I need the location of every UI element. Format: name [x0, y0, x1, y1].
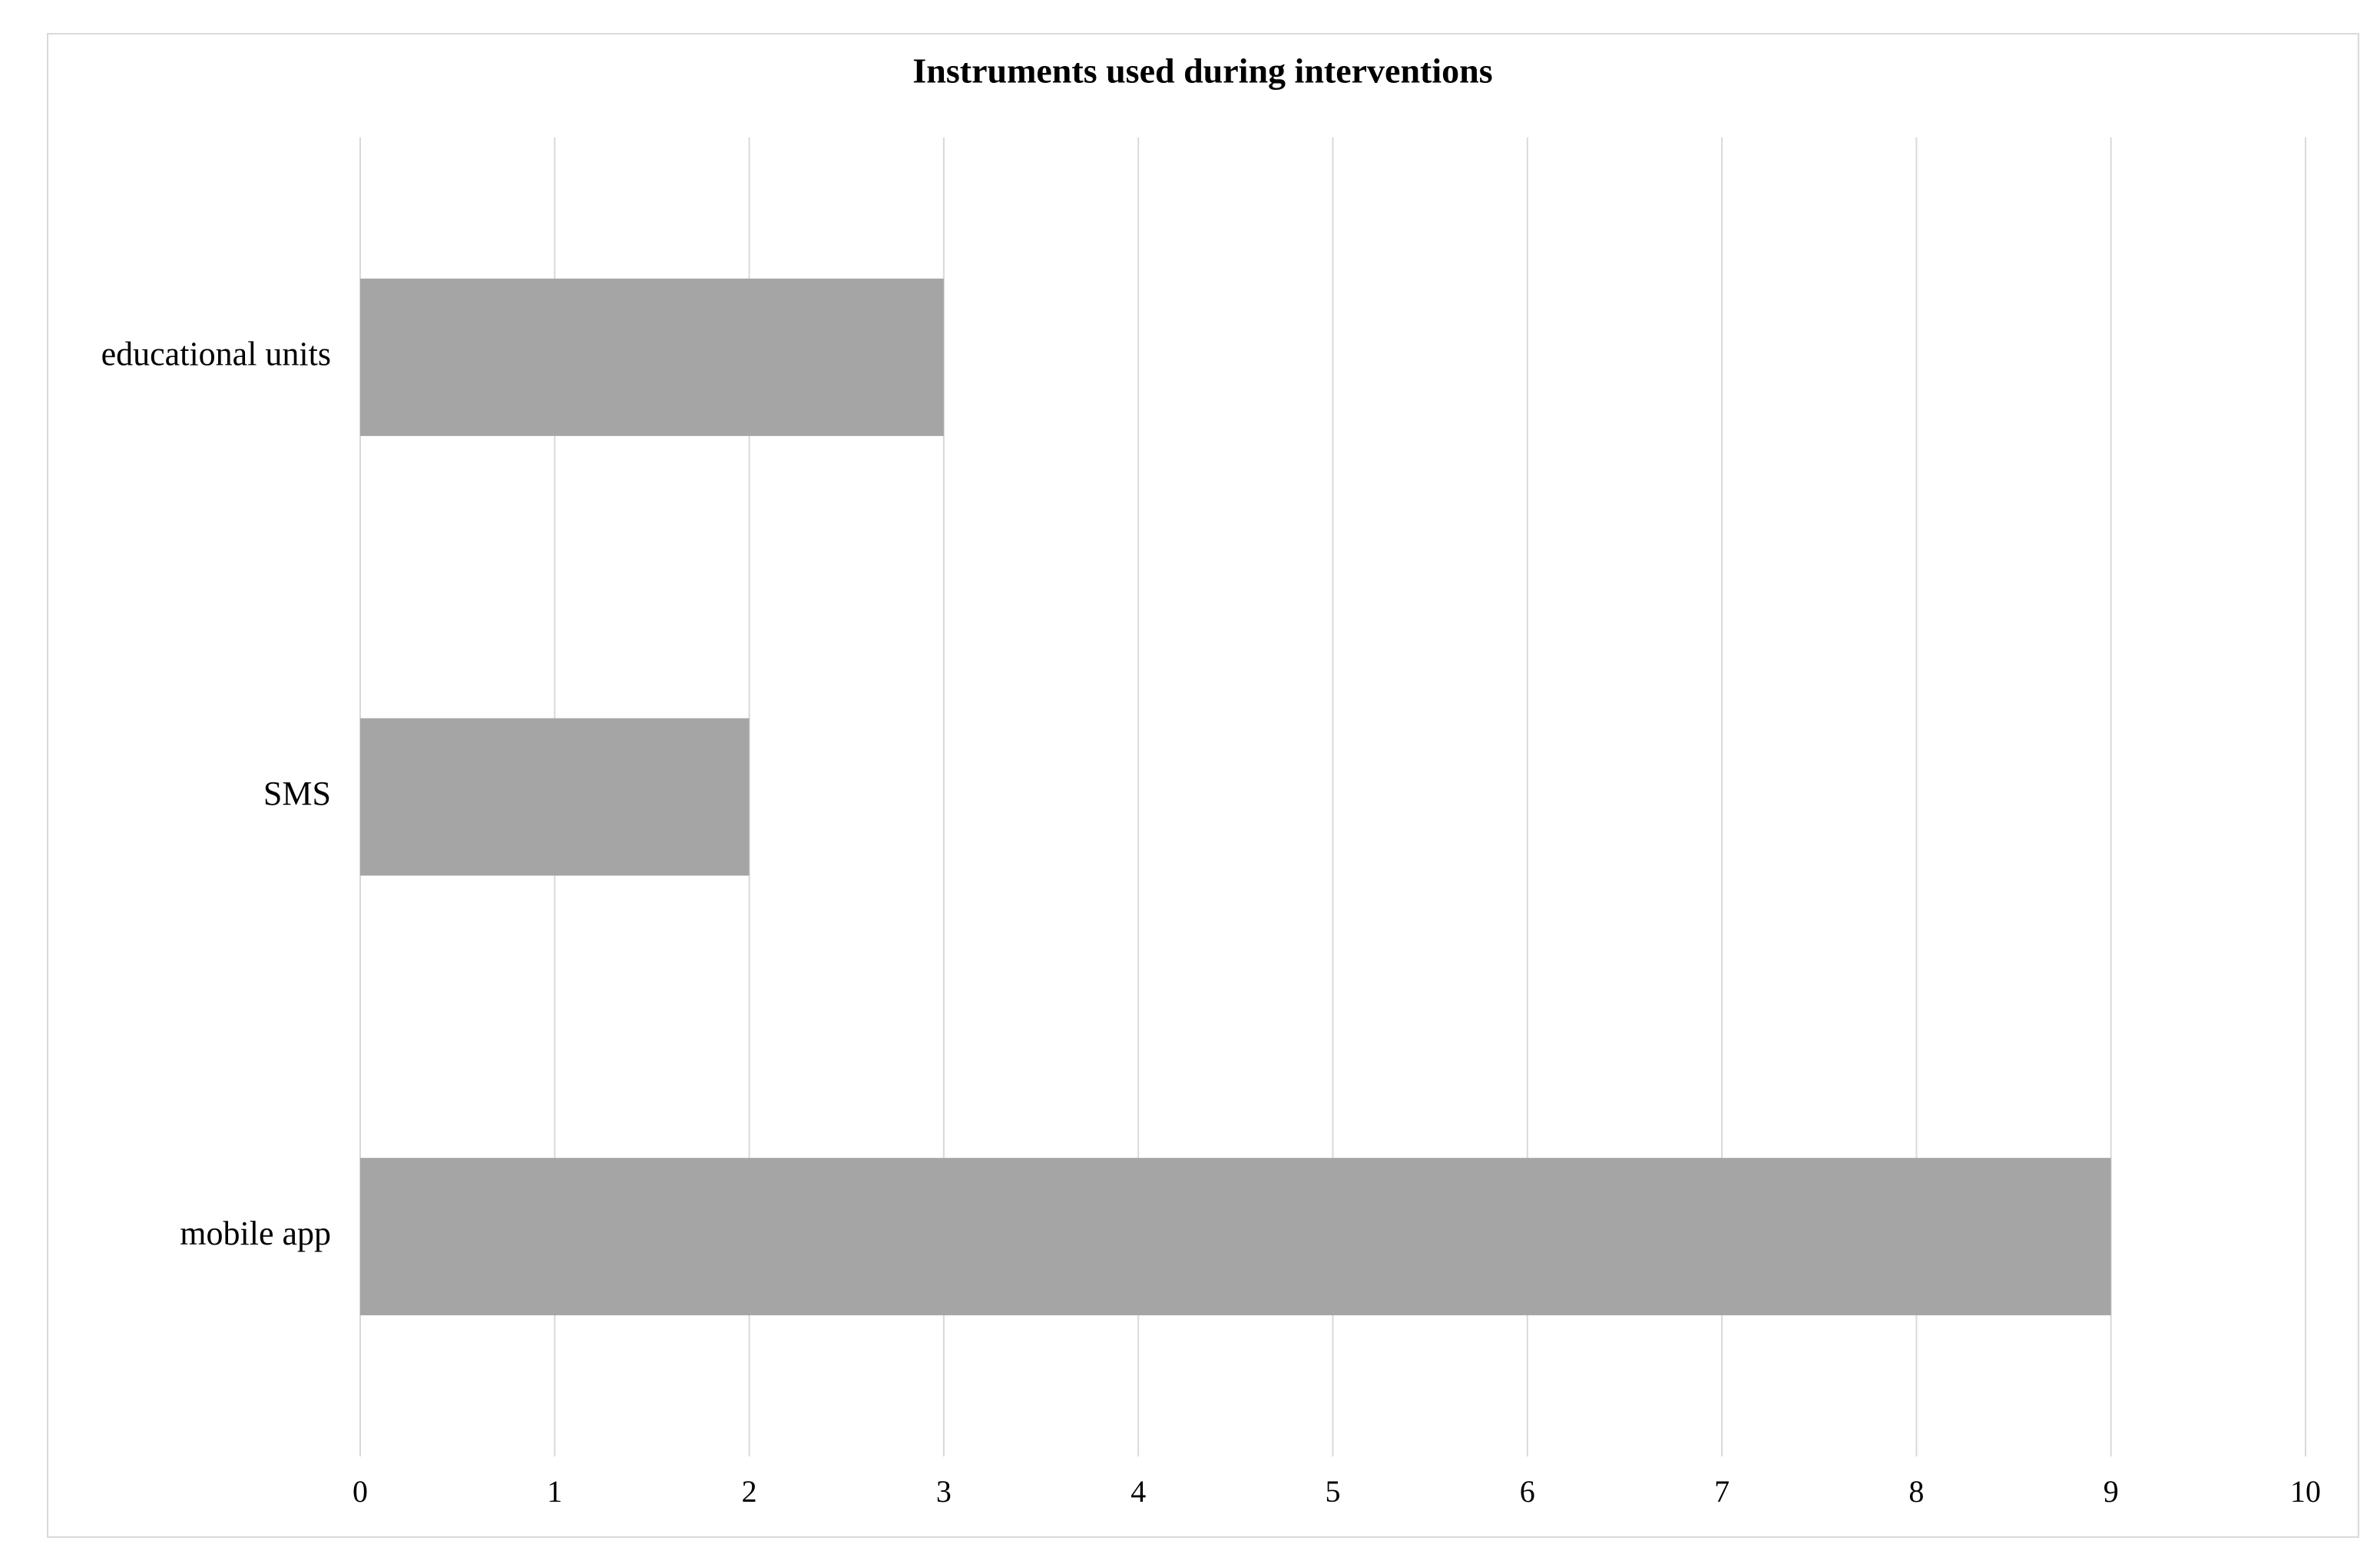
x-tick-label: 2 [742, 1474, 757, 1509]
x-tick-label: 0 [353, 1474, 368, 1509]
bar [360, 278, 944, 436]
x-tick-label: 10 [2290, 1474, 2321, 1509]
x-tick-label: 9 [2104, 1474, 2119, 1509]
chart-title: Instruments used during interventions [912, 51, 1492, 91]
bar [360, 1158, 2111, 1316]
x-tick-label: 5 [1326, 1474, 1341, 1509]
y-tick-label: educational units [101, 335, 331, 372]
y-tick-label: mobile app [180, 1215, 331, 1252]
y-tick-label: SMS [263, 775, 331, 812]
x-tick-label: 1 [547, 1474, 562, 1509]
x-tick-label: 8 [1908, 1474, 1924, 1509]
x-tick-label: 6 [1520, 1474, 1535, 1509]
x-tick-label: 3 [936, 1474, 952, 1509]
x-tick-label: 7 [1714, 1474, 1730, 1509]
bar [360, 718, 750, 876]
x-tick-label: 4 [1130, 1474, 1146, 1509]
